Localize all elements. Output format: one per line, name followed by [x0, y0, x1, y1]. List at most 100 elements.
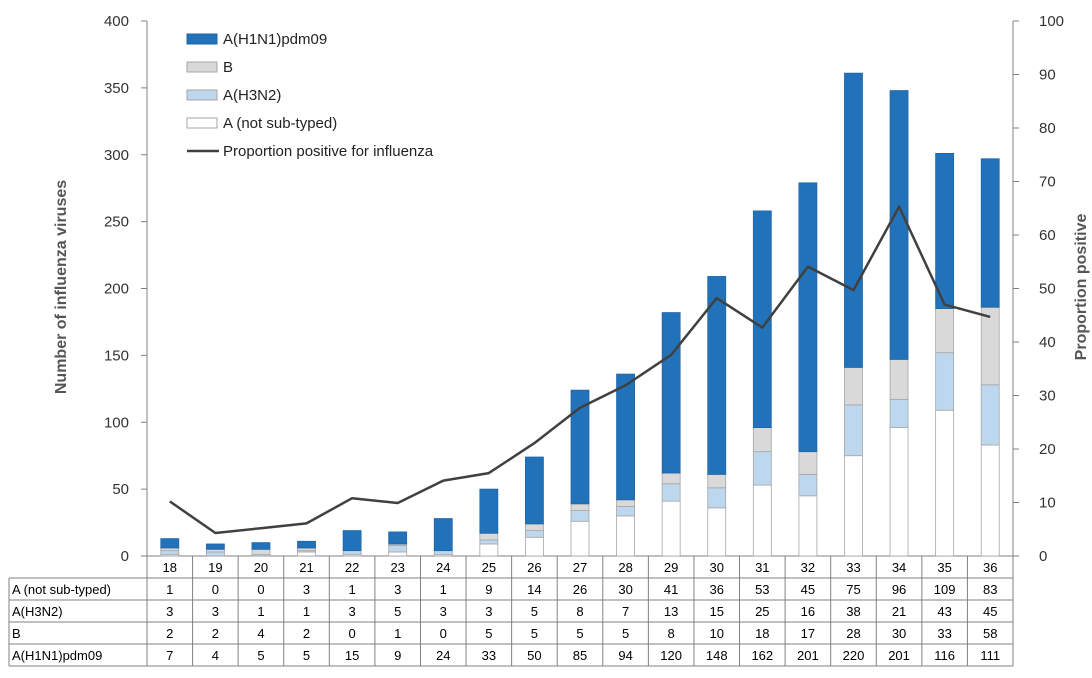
bar-segment [889, 358, 909, 400]
bar-segment [752, 427, 772, 453]
data-table: 18 19 20 21 22 23 24 25 26 27 28 29 30 31 32 33 34 35 36A … [8, 556, 1014, 667]
bar-segment [616, 515, 635, 557]
y2-tick-label: 20 [1039, 441, 1056, 458]
table-cell: 111 [980, 648, 1000, 663]
bar-segment [160, 538, 180, 549]
table-cell: 85 [573, 648, 587, 663]
table-cell: 0 [257, 582, 264, 597]
bar-segment [570, 520, 590, 557]
table-cell: 15 [710, 604, 724, 619]
y2-tick-label: 100 [1039, 13, 1064, 30]
table-cell: 45 [801, 582, 815, 597]
x-tick-label: 28 [618, 560, 632, 575]
table-cell: 45 [983, 604, 997, 619]
bar-segment [844, 455, 863, 557]
table-cell: 36 [710, 582, 724, 597]
bar-segment [752, 484, 772, 557]
table-cell: 120 [660, 648, 682, 663]
y-tick-label: 100 [104, 414, 129, 431]
table-cell: 0 [212, 582, 219, 597]
bar-segment [935, 153, 955, 309]
table-cell: 5 [485, 626, 492, 641]
bar-segment [525, 523, 544, 531]
table-cell: 18 [755, 626, 769, 641]
table-cell: 14 [527, 582, 541, 597]
table-cell: 7 [166, 648, 173, 663]
table-cell: 9 [485, 582, 492, 597]
table-cell: 83 [983, 582, 997, 597]
y-tick-label: 400 [104, 13, 129, 30]
table-cell: 1 [166, 582, 173, 597]
bar-segment [160, 550, 180, 556]
x-tick-label: 23 [390, 560, 404, 575]
x-tick-label: 21 [299, 560, 313, 575]
bar-segment [251, 548, 271, 556]
legend-swatch [186, 89, 218, 101]
table-cell: 43 [937, 604, 951, 619]
table-cell: 5 [576, 626, 583, 641]
table-cell: 3 [485, 604, 492, 619]
table-cell: 1 [440, 582, 447, 597]
bar-segment [980, 384, 1000, 446]
legend-swatch [186, 61, 218, 73]
table-cell: 3 [440, 604, 447, 619]
bar-segment [935, 409, 955, 557]
table-cell: 21 [892, 604, 906, 619]
bar-segment [160, 547, 180, 552]
table-row-label: A(H1N1)pdm09 [12, 648, 102, 663]
table-cell: 220 [843, 648, 865, 663]
x-tick-label: 29 [664, 560, 678, 575]
bar-segment [251, 542, 271, 550]
table-cell: 75 [846, 582, 860, 597]
table-cell: 38 [846, 604, 860, 619]
legend-swatch [186, 33, 218, 45]
bar-segment [525, 536, 544, 557]
table-cell: 109 [934, 582, 956, 597]
x-tick-label: 30 [710, 560, 724, 575]
bar-segment [433, 518, 453, 552]
bar-segment [661, 483, 681, 502]
table-cell: 96 [892, 582, 906, 597]
table-cell: 3 [348, 604, 355, 619]
table-cell: 25 [755, 604, 769, 619]
x-tick-label: 34 [892, 560, 906, 575]
bar-segment [479, 532, 499, 541]
bar-segment [889, 427, 909, 557]
x-tick-label: 31 [755, 560, 769, 575]
bar-segment [525, 530, 544, 538]
bar-segment [570, 503, 590, 511]
bar-segment [661, 312, 681, 474]
bar-segment [205, 548, 225, 553]
bar-segment [661, 472, 681, 485]
x-tick-label: 25 [482, 560, 496, 575]
y-tick-label: 300 [104, 147, 129, 164]
table-cell: 58 [983, 626, 997, 641]
bar-segment [570, 510, 590, 522]
bar-segment [707, 276, 727, 475]
bar-segment [525, 456, 544, 525]
table-cell: 1 [303, 604, 310, 619]
table-cell: 13 [664, 604, 678, 619]
bar-segment [752, 451, 772, 486]
table-cell: 148 [706, 648, 728, 663]
table-cell: 3 [166, 604, 173, 619]
table-cell: 116 [934, 648, 955, 663]
bar-segment [889, 90, 909, 360]
y-tick-label: 150 [104, 347, 129, 364]
table-cell: 15 [345, 648, 359, 663]
legend-label: A (not sub-typed) [223, 115, 337, 132]
table-cell: 53 [755, 582, 769, 597]
table-cell: 33 [482, 648, 496, 663]
x-tick-label: 27 [573, 560, 587, 575]
table-cell: 30 [892, 626, 906, 641]
table-cell: 201 [797, 648, 819, 663]
x-tick-label: 26 [527, 560, 541, 575]
y2-tick-label: 50 [1039, 281, 1056, 298]
proportion-line [169, 205, 991, 535]
bar-segment [980, 158, 1000, 308]
y-tick-label: 0 [121, 548, 129, 565]
bar-segment [935, 308, 955, 354]
table-cell: 1 [257, 604, 264, 619]
table-cell: 3 [394, 582, 401, 597]
